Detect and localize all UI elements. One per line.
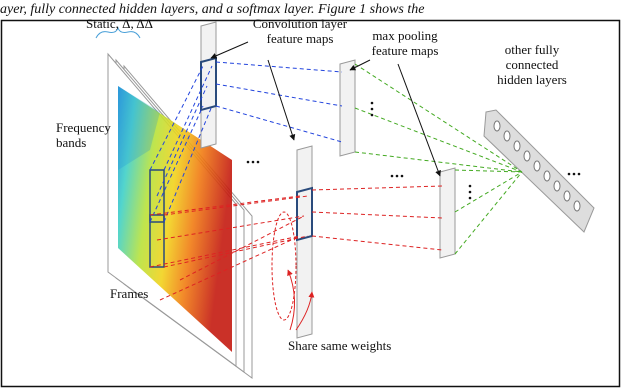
spectrogram [118,86,232,352]
arrow [349,59,371,71]
label: Static, Δ, ΔΔ [86,16,153,31]
filter-blue [149,169,165,223]
filter-red [149,214,165,268]
arrow [295,291,315,331]
brace [95,26,141,39]
label: Convolution layer feature maps [253,16,348,46]
pool-maps [339,59,456,259]
ellipsis-marks [246,101,581,200]
arrow [267,59,296,141]
weight-ellipse [271,211,297,321]
label: Frames [110,286,148,301]
arrow [287,269,295,331]
caption: ayer, fully connected hidden layers, and… [0,2,424,17]
green-connections [354,63,523,255]
hidden-units [493,120,581,212]
label: max pooling feature maps [372,28,439,58]
spectrogram-shade [118,86,160,170]
arrow [210,41,249,59]
blue-connections [149,61,343,223]
red-connections [149,185,443,301]
arrow [397,63,441,177]
frame [0,19,621,388]
label: other fully connected hidden layers [497,42,567,87]
label: Frequency bands [56,120,111,150]
label: Share same weights [288,338,391,353]
hidden-layer [483,109,595,233]
